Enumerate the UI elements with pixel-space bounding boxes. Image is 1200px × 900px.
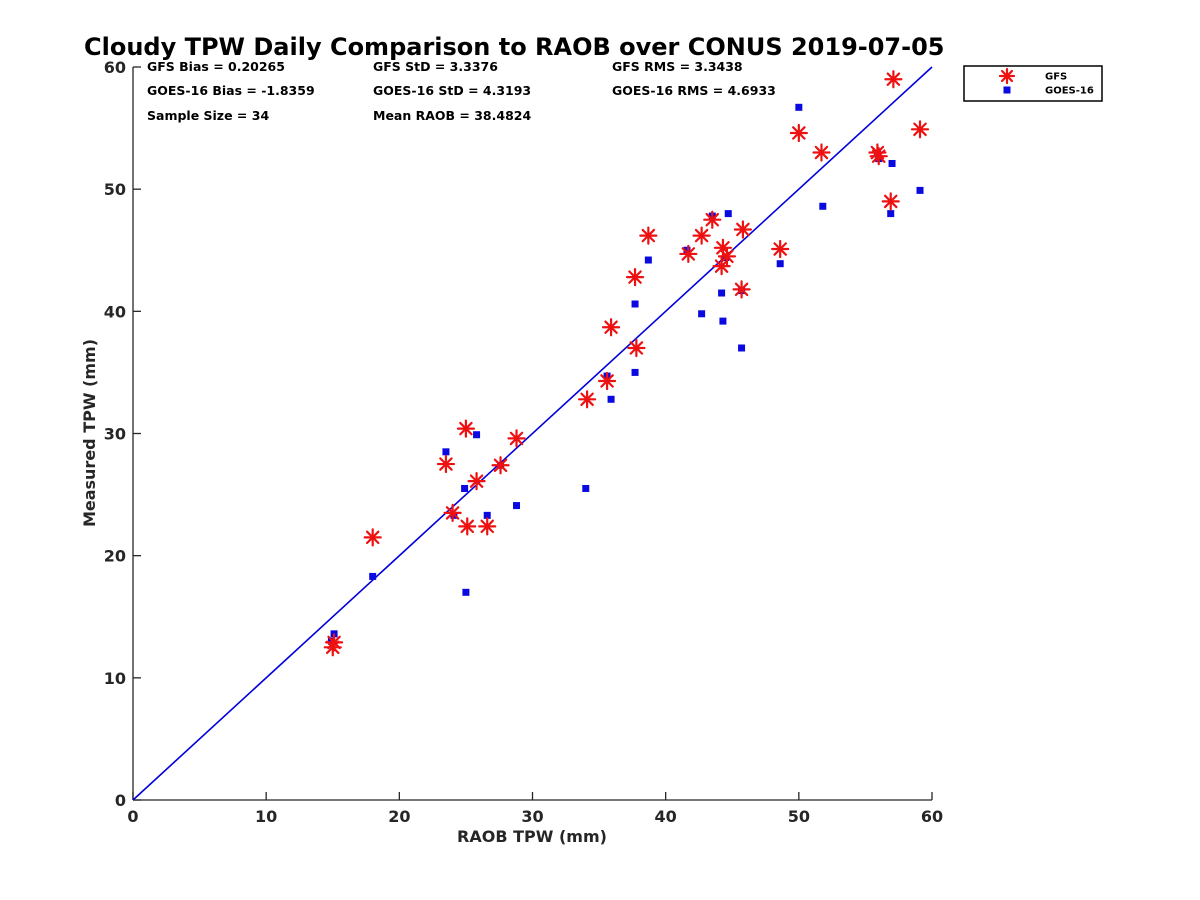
legend-box: [963, 65, 1103, 102]
y-tick-label: 20: [104, 547, 126, 566]
x-axis-ticks: 0 10 20 30 40 50 60: [127, 792, 943, 826]
gfs-point: [639, 226, 658, 245]
goes-16-point: [683, 246, 691, 254]
gfs-point: [478, 517, 497, 536]
goes-16-point: [473, 431, 481, 439]
gfs-point: [597, 371, 617, 391]
gfs-point: [363, 528, 382, 547]
stat-text: GOES-16 RMS = 4.6933: [612, 83, 776, 98]
goes-16-point: [888, 160, 896, 168]
legend: GFS GOES-16: [963, 65, 1103, 102]
gfs-point: [679, 244, 698, 264]
goes-16-point: [607, 395, 615, 403]
stat-text: GFS StD = 3.3376: [373, 59, 498, 74]
x-tick-label: 10: [255, 807, 277, 826]
goes-16-point: [724, 210, 732, 218]
goes-16-point: [644, 256, 652, 264]
gfs-point: [601, 318, 621, 337]
gfs-point: [627, 338, 646, 358]
goes-16-point: [795, 103, 803, 111]
stat-text: Sample Size = 34: [147, 108, 269, 123]
goes-16-point: [719, 317, 727, 325]
gfs-point: [436, 454, 456, 474]
goes-16-point: [582, 484, 590, 492]
stat-text: Mean RAOB = 38.4824: [373, 108, 531, 123]
stat-text: GFS Bias = 0.20265: [147, 59, 285, 74]
goes-16-point: [513, 502, 521, 510]
gfs-point: [456, 419, 476, 438]
gfs-point: [771, 239, 790, 259]
x-tick-label: 0: [127, 807, 138, 826]
y-tick-label: 60: [104, 58, 126, 77]
stat-text: GFS RMS = 3.3438: [612, 59, 743, 74]
gfs-point: [881, 192, 900, 211]
y-tick-label: 0: [115, 791, 126, 810]
gfs-point: [789, 123, 808, 143]
gfs-point: [703, 210, 722, 229]
gfs-point: [491, 456, 510, 475]
y-axis-label: Measured TPW (mm): [80, 339, 99, 527]
goes-16-point: [631, 300, 639, 308]
goes-16-point: [698, 310, 706, 318]
gfs-point: [467, 472, 486, 491]
chart-title: Cloudy TPW Daily Comparison to RAOB over…: [84, 33, 944, 61]
legend-label: GOES-16: [1045, 86, 1094, 97]
goes-16-point: [819, 202, 827, 210]
gfs-point: [577, 390, 597, 409]
gfs-point: [812, 143, 831, 162]
goes-16-point: [369, 572, 377, 580]
gfs-point: [869, 147, 888, 166]
legend-goes-16-marker: [1003, 86, 1011, 94]
x-tick-label: 60: [921, 807, 943, 826]
goes-16-point: [738, 344, 746, 352]
gfs-point: [692, 226, 711, 245]
x-tick-label: 30: [521, 807, 543, 826]
y-tick-label: 10: [104, 669, 126, 688]
goes-16-point: [718, 289, 726, 297]
gfs-point: [324, 633, 344, 652]
goes-16-point: [631, 368, 639, 376]
goes-16-point: [916, 186, 924, 194]
stat-text: GOES-16 Bias = -1.8359: [147, 83, 315, 98]
y-tick-label: 30: [104, 425, 126, 444]
gfs-point: [507, 429, 526, 448]
goes-16-point: [483, 511, 491, 519]
goes-16-point: [461, 484, 469, 492]
gfs-point: [884, 70, 903, 89]
y-tick-label: 40: [104, 302, 126, 321]
x-tick-label: 20: [388, 807, 410, 826]
legend-gfs-marker: [998, 67, 1016, 85]
goes-16-point: [887, 210, 895, 218]
series-goes-16: [327, 103, 924, 645]
y-axis-ticks: 0 10 20 30 40 50 60: [104, 58, 141, 810]
gfs-point: [625, 268, 645, 287]
x-tick-label: 40: [655, 807, 677, 826]
x-tick-label: 50: [788, 807, 810, 826]
gfs-point: [458, 517, 477, 536]
gfs-point: [732, 280, 751, 299]
goes-16-point: [776, 260, 784, 268]
y-tick-label: 50: [104, 180, 126, 199]
stat-text: GOES-16 StD = 4.3193: [373, 83, 531, 98]
one-to-one-reference-line: [132, 66, 933, 801]
goes-16-point: [462, 588, 470, 596]
statistics-block: GFS Bias = 0.20265 GFS StD = 3.3376 GFS RM…: [147, 59, 776, 123]
legend-label: GFS: [1045, 72, 1067, 83]
x-axis-label: RAOB TPW (mm): [457, 827, 607, 846]
series-gfs: [323, 70, 930, 657]
goes-16-point: [442, 448, 450, 456]
gfs-point: [733, 220, 753, 239]
gfs-point: [717, 247, 737, 266]
gfs-point: [910, 120, 930, 139]
gfs-point: [443, 503, 462, 523]
